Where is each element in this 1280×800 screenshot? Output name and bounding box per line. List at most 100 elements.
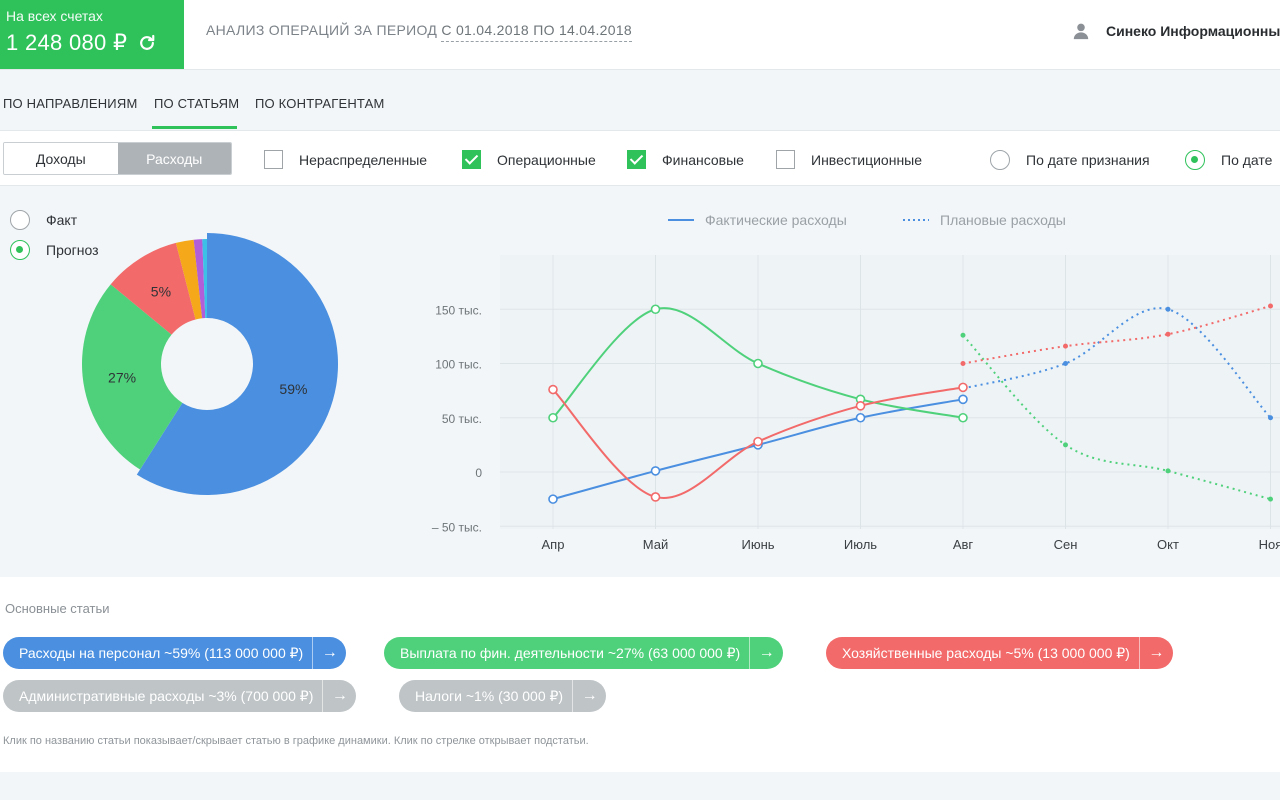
- x-tick-label: Май: [643, 537, 668, 552]
- plan-point: [1165, 331, 1171, 337]
- plan-point: [960, 332, 966, 338]
- pill-label[interactable]: Налоги ~1% (30 000 ₽): [415, 687, 564, 704]
- charts-panel: Факт Прогноз 59% 27% 5% Фактические расход…: [0, 187, 1280, 577]
- data-point: [958, 394, 968, 405]
- checkbox-operational[interactable]: Операционные: [462, 150, 596, 169]
- x-tick-label: Ноя: [1259, 537, 1280, 552]
- balance-value-row: 1 248 080 ₽: [6, 30, 178, 56]
- checkbox-label: Финансовые: [662, 151, 744, 168]
- item-pill-taxes[interactable]: Налоги ~1% (30 000 ₽) →: [399, 680, 607, 712]
- plan-point: [1063, 361, 1068, 366]
- donut-slice: [202, 239, 207, 319]
- plan-point: [1165, 468, 1171, 474]
- donut-slice-label: 27%: [108, 369, 136, 385]
- series-line-fact: [552, 386, 964, 499]
- item-pill-household[interactable]: Хозяйственные расходы ~5% (13 000 000 ₽)…: [826, 637, 1173, 669]
- data-point: [958, 382, 968, 393]
- arrow-right-icon[interactable]: →: [749, 637, 783, 669]
- tab-by-direction[interactable]: ПО НАПРАВЛЕНИЯМ: [3, 96, 138, 111]
- radio-circle[interactable]: [1185, 150, 1205, 170]
- active-tab-indicator: [152, 126, 237, 129]
- radio-label: По дате: [1221, 152, 1273, 168]
- checkbox-label: Нераспределенные: [299, 151, 428, 168]
- checkbox-box[interactable]: [462, 150, 481, 169]
- item-pill-financing[interactable]: Выплата по фин. деятельности ~27% (63 00…: [384, 637, 784, 669]
- income-expense-toggle: Доходы Расходы: [3, 142, 232, 175]
- pill-label[interactable]: Расходы на персонал ~59% (113 000 000 ₽): [19, 644, 304, 661]
- data-point: [650, 492, 661, 502]
- item-pill-admin[interactable]: Административные расходы ~3% (700 000 ₽)…: [3, 680, 357, 712]
- period-selector: АНАЛИЗ ОПЕРАЦИЙ ЗА ПЕРИОД С 01.04.2018 П…: [206, 22, 633, 42]
- pill-label[interactable]: Выплата по фин. деятельности ~27% (63 00…: [400, 644, 741, 661]
- arrow-right-icon[interactable]: →: [572, 680, 606, 712]
- user-name: Синеко Информационны: [1106, 23, 1280, 39]
- data-point: [855, 412, 866, 423]
- x-tick-label: Сен: [1054, 537, 1078, 552]
- tab-by-items[interactable]: ПО СТАТЬЯМ: [154, 96, 240, 111]
- pill-label[interactable]: Административные расходы ~3% (700 000 ₽): [19, 687, 314, 704]
- data-point: [753, 436, 763, 447]
- income-button[interactable]: Доходы: [4, 143, 118, 174]
- radio-circle[interactable]: [10, 210, 30, 230]
- balance-label: На всех счетах: [6, 8, 103, 24]
- y-tick-label: 100 тыс.: [435, 358, 482, 372]
- user-icon: [1073, 23, 1089, 40]
- period-dates-link[interactable]: С 01.04.2018 ПО 14.04.2018: [441, 22, 633, 42]
- plan-point: [1063, 343, 1068, 349]
- checkbox-box[interactable]: [264, 150, 283, 169]
- arrow-right-icon[interactable]: →: [1138, 637, 1173, 669]
- plot-area: [500, 255, 1280, 529]
- legend-plan-label: Плановые расходы: [940, 212, 1066, 228]
- series-line-plan: [962, 334, 1271, 501]
- radio-fact[interactable]: Факт: [10, 210, 77, 230]
- refresh-icon[interactable]: [137, 33, 157, 53]
- data-point: [548, 412, 558, 423]
- plan-point: [1063, 442, 1068, 448]
- radio-circle[interactable]: [10, 240, 30, 260]
- filter-bar: Доходы Расходы Нераспределенные Операцио…: [0, 130, 1280, 186]
- radio-circle[interactable]: [990, 150, 1010, 170]
- tab-by-counterparties[interactable]: ПО КОНТРАГЕНТАМ: [255, 96, 385, 111]
- item-pill-staff[interactable]: Расходы на персонал ~59% (113 000 000 ₽)…: [3, 637, 347, 669]
- y-tick-label: 0: [475, 466, 482, 480]
- x-tick-label: Окт: [1157, 537, 1179, 552]
- legend-fact-label: Фактические расходы: [705, 212, 847, 228]
- x-tick-label: Апр: [542, 537, 565, 552]
- radio-recognition-date[interactable]: По дате признания: [990, 150, 1150, 170]
- expense-button[interactable]: Расходы: [117, 143, 231, 174]
- checkbox-box[interactable]: [776, 150, 795, 169]
- data-point: [855, 401, 866, 411]
- page-footer: [0, 772, 1280, 800]
- arrow-right-icon[interactable]: →: [312, 637, 346, 669]
- arrow-right-icon[interactable]: →: [322, 680, 356, 712]
- donut-slice: [110, 242, 196, 335]
- top-bar: На всех счетах 1 248 080 ₽ АНАЛИЗ ОПЕРАЦ…: [0, 0, 1280, 70]
- donut-chart: 59% 27% 5%: [81, 233, 338, 495]
- data-point: [958, 412, 968, 423]
- x-tick-label: Июль: [844, 537, 877, 552]
- y-tick-label: 150 тыс.: [435, 303, 482, 317]
- data-point: [753, 358, 763, 369]
- pill-label[interactable]: Хозяйственные расходы ~5% (13 000 000 ₽): [842, 644, 1130, 661]
- donut-slice: [193, 239, 206, 319]
- user-menu[interactable]: Синеко Информационны: [1072, 22, 1280, 40]
- checkbox-financial[interactable]: Финансовые: [627, 150, 744, 169]
- plan-point: [1165, 306, 1171, 312]
- x-tick-label: Июнь: [741, 537, 774, 552]
- analysis-tabs: ПО НАПРАВЛЕНИЯМ ПО СТАТЬЯМ ПО КОНТРАГЕНТ…: [0, 70, 1280, 130]
- checkbox-box[interactable]: [627, 150, 646, 169]
- y-tick-label: 50 тыс.: [442, 412, 482, 426]
- donut-slice: [81, 284, 183, 470]
- donut-slice-label: 59%: [279, 381, 307, 397]
- data-point: [548, 384, 558, 395]
- period-prefix: АНАЛИЗ ОПЕРАЦИЙ ЗА ПЕРИОД: [206, 22, 438, 38]
- radio-forecast[interactable]: Прогноз: [10, 240, 99, 260]
- donut-slice-label: 5%: [151, 283, 171, 299]
- checkbox-label: Операционные: [497, 151, 596, 168]
- main-items-section: Основные статьи Расходы на персонал ~59%…: [0, 577, 1280, 772]
- checkbox-unallocated[interactable]: Нераспределенные: [264, 150, 427, 169]
- checkbox-investment[interactable]: Инвестиционные: [776, 150, 922, 169]
- donut-slice: [175, 239, 203, 320]
- x-tick-label: Авг: [953, 537, 974, 552]
- radio-date[interactable]: По дате: [1185, 150, 1272, 170]
